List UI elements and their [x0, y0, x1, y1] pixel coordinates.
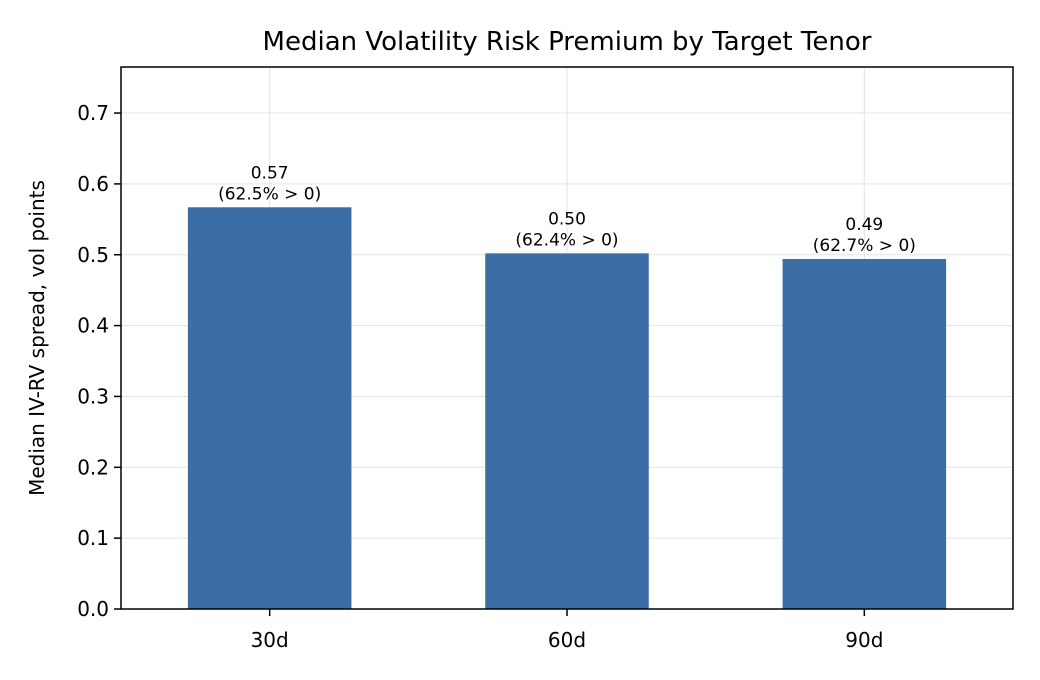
y-tick-label: 0.6 — [77, 172, 109, 196]
bar-value-label: 0.50 — [548, 209, 586, 229]
x-tick-label: 60d — [548, 628, 586, 652]
y-tick-label: 0.5 — [77, 243, 109, 267]
x-axis-ticks: 30d 60d 90d — [251, 609, 883, 652]
x-tick-label: 90d — [845, 628, 883, 652]
x-tick-label: 30d — [251, 628, 289, 652]
data-labels: 0.57(62.5% > 0) 0.50(62.4% > 0) 0.49(62.7%… — [218, 163, 916, 256]
y-tick-label: 0.4 — [77, 314, 109, 338]
bar-share-label: (62.4% > 0) — [515, 230, 618, 250]
chart-title: Median Volatility Risk Premium by Target… — [263, 27, 872, 57]
y-tick-label: 0.0 — [77, 597, 109, 621]
bar-share-label: (62.5% > 0) — [218, 184, 321, 204]
y-tick-label: 0.1 — [77, 526, 109, 550]
y-tick-label: 0.7 — [77, 101, 109, 125]
y-tick-label: 0.2 — [77, 455, 109, 479]
bar-value-label: 0.49 — [845, 215, 883, 235]
y-axis-label: Median IV-RV spread, vol points — [25, 180, 49, 496]
y-axis-ticks: 0.0 0.1 0.2 0.3 0.4 0.5 0.6 0.7 — [77, 101, 121, 621]
bar-30d — [187, 207, 352, 609]
bar-value-label: 0.57 — [251, 163, 289, 183]
bars — [187, 207, 947, 609]
bar-60d — [485, 253, 649, 609]
bar-share-label: (62.7% > 0) — [813, 236, 916, 256]
y-tick-label: 0.3 — [77, 384, 109, 408]
bar-90d — [782, 259, 947, 609]
